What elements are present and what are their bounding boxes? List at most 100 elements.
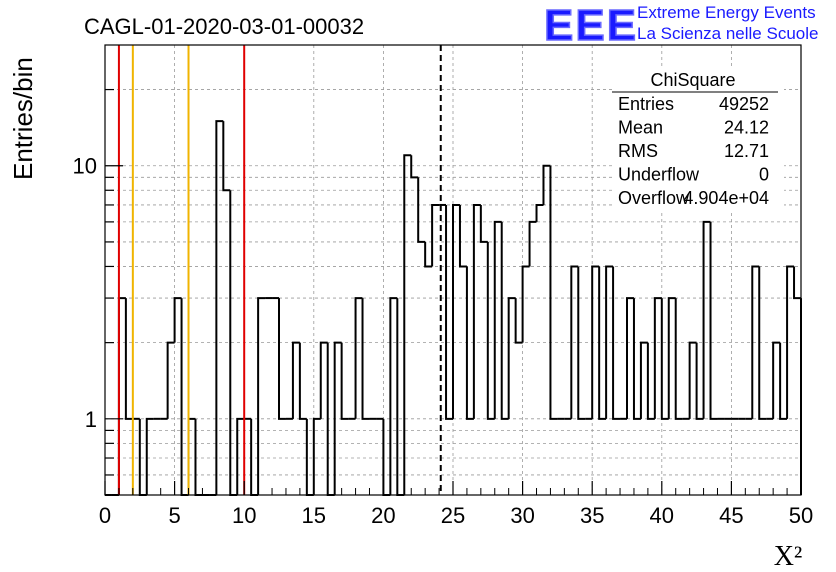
histogram-bin — [180, 298, 189, 496]
histogram-bin — [653, 297, 662, 419]
histogram-bin — [173, 297, 182, 343]
logo-line2: La Scienza nelle Scuole — [637, 24, 818, 43]
histogram-bin — [535, 203, 544, 222]
stats-value: 24.12 — [724, 118, 769, 138]
histogram-bin — [479, 204, 488, 243]
histogram-bin — [354, 297, 363, 419]
histogram-bin — [507, 297, 516, 419]
axis-ticks: 0 5 10 15 20 25 30 35 40 45 50 1 10 — [73, 88, 813, 528]
histogram-bin — [396, 298, 405, 496]
histogram-bin — [688, 341, 697, 419]
stats-label: Entries — [618, 94, 674, 114]
histogram-bin — [570, 265, 579, 419]
histogram-bin — [521, 265, 530, 343]
histogram-bin — [389, 297, 398, 495]
stats-label: Underflow — [618, 165, 700, 185]
histogram-bin — [632, 298, 641, 420]
y-tick-label: 1 — [85, 407, 97, 432]
histogram-bin — [493, 220, 502, 419]
histogram-bin — [702, 220, 711, 419]
stats-title: ChiSquare — [650, 70, 735, 90]
histogram-bin — [445, 204, 453, 420]
histogram-bin — [452, 203, 460, 419]
histogram-bin — [291, 341, 300, 419]
histogram-bin — [779, 342, 788, 420]
x-tick-label: 30 — [510, 503, 534, 528]
histogram-bin — [646, 342, 655, 420]
histogram-bin — [472, 203, 481, 419]
histogram-bin — [465, 266, 474, 420]
histogram-bin — [500, 221, 509, 420]
x-tick-label: 0 — [99, 503, 111, 528]
histogram-bin — [236, 417, 245, 495]
x-tick-label: 45 — [719, 503, 743, 528]
stats-value: 49252 — [719, 94, 769, 114]
histogram-bin — [514, 298, 523, 344]
histogram-bin — [786, 265, 795, 419]
x-tick-label: 35 — [580, 503, 604, 528]
histogram-bin — [340, 342, 349, 420]
histogram-bin — [709, 221, 718, 420]
stats-background — [612, 67, 784, 210]
stats-rows: Entries 49252 Mean 24.12 RMS 12.71 Underflow 0 O… — [618, 94, 769, 208]
histogram-bin — [793, 266, 801, 300]
histogram-bin — [612, 266, 621, 420]
marker-lines — [117, 45, 442, 495]
histogram-bin — [298, 342, 307, 420]
histogram-bin — [424, 241, 433, 268]
logo-mark: EEE — [544, 1, 638, 50]
chart-title: CAGL-01-2020-03-01-00032 — [84, 14, 364, 39]
histogram-bin — [257, 297, 266, 495]
stats-label: Overflow — [618, 188, 690, 208]
x-tick-label: 10 — [232, 503, 256, 528]
histogram-bin — [528, 220, 537, 267]
stats-label: RMS — [618, 141, 658, 161]
histogram-bin — [626, 297, 634, 419]
histogram-bin — [145, 417, 154, 495]
histogram-bin — [215, 120, 224, 495]
stats-value: 0 — [759, 165, 769, 185]
histogram-bin — [772, 341, 781, 419]
stats-box: ChiSquare Entries 49252 Mean 24.12 RMS 12.71 U… — [612, 67, 784, 210]
histogram-bin — [667, 297, 676, 419]
x-tick-label: 50 — [789, 503, 813, 528]
histogram-bin — [674, 298, 683, 420]
histogram-bin — [312, 417, 321, 495]
histogram-bin — [660, 298, 669, 420]
y-tick-label: 10 — [73, 154, 97, 179]
stats-value: 4.904e+04 — [683, 188, 769, 208]
histogram-bin — [410, 155, 419, 179]
y-axis-label: Entries/bin — [8, 57, 38, 180]
x-tick-label: 40 — [650, 503, 674, 528]
histogram-bin — [403, 154, 412, 495]
histogram-bin — [319, 341, 328, 419]
stats-value: 12.71 — [724, 141, 769, 161]
histogram-bin — [166, 341, 175, 419]
histogram-bin — [417, 177, 426, 243]
eee-logo: EEE Extreme Energy Events La Scienza nel… — [543, 0, 818, 51]
histogram-bin — [278, 298, 286, 420]
histogram-bin — [361, 298, 370, 420]
x-tick-label: 15 — [302, 503, 326, 528]
x-axis-label: X² — [774, 541, 803, 572]
histogram-bin — [117, 297, 126, 495]
histogram-bin — [605, 265, 614, 419]
histogram-bin — [695, 342, 704, 420]
histogram-bin — [598, 266, 607, 420]
histogram-bin — [639, 341, 648, 419]
stats-label: Mean — [618, 118, 663, 138]
histogram-bin — [486, 241, 495, 420]
histogram-bin — [431, 203, 440, 267]
histogram-bin — [222, 121, 231, 192]
histogram-bin — [577, 266, 586, 420]
histogram-bin — [542, 164, 551, 205]
logo-line1: Extreme Energy Events — [637, 3, 816, 22]
histogram-bin — [751, 265, 760, 419]
x-tick-label: 20 — [371, 503, 395, 528]
x-tick-label: 25 — [441, 503, 465, 528]
histogram-bin — [758, 266, 767, 420]
x-tick-label: 5 — [168, 503, 180, 528]
histogram-bin — [124, 298, 133, 420]
histogram-bin — [591, 265, 600, 419]
